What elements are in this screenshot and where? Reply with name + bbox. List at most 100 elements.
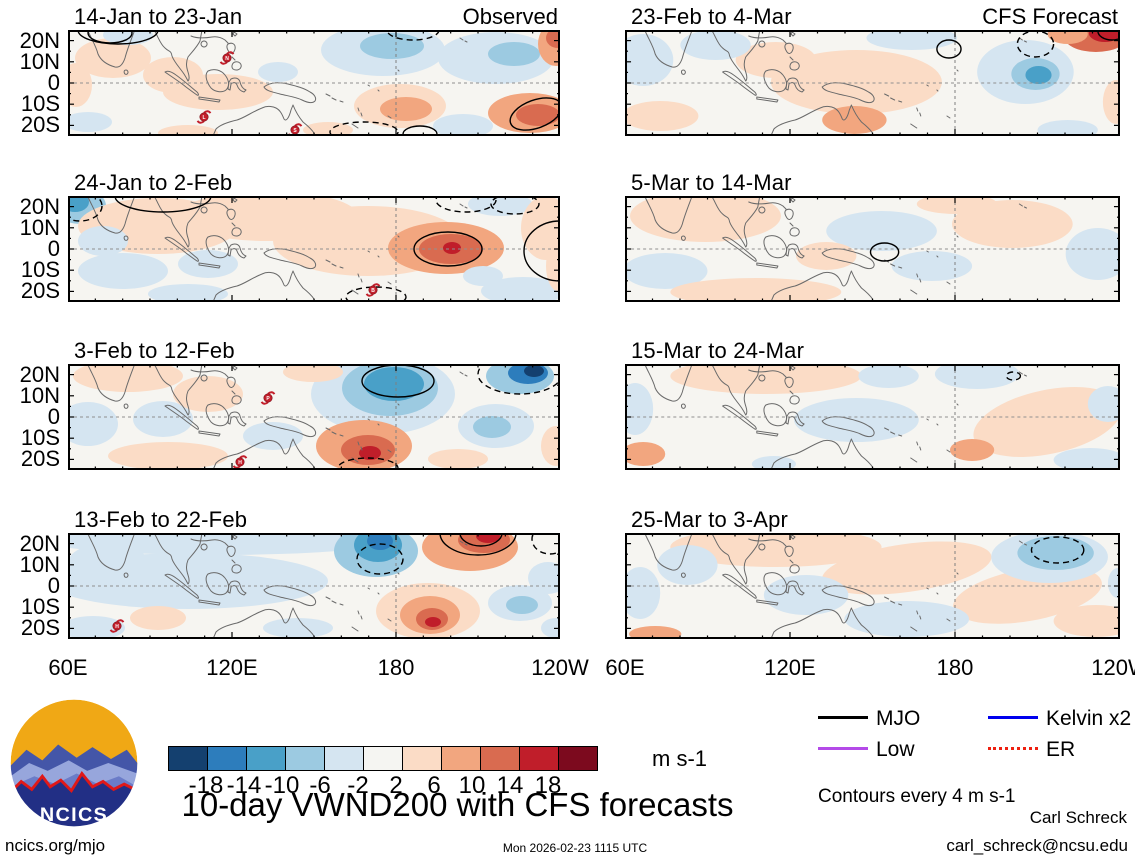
lat-axis-label: 10N	[19, 551, 60, 577]
map-canvas: H	[68, 533, 560, 639]
positive-contour	[869, 242, 900, 262]
negative-contour	[435, 196, 497, 213]
map-panel: 24-Jan to 2-Feb B	[68, 170, 560, 302]
map-canvas: PH	[68, 364, 560, 470]
coastlines	[87, 364, 468, 470]
svg-text:H: H	[238, 460, 242, 466]
map-panel: 3-Feb to 12-Feb P H	[68, 338, 560, 470]
negative-contour	[356, 543, 404, 575]
positive-contour	[439, 533, 517, 556]
colorbar-cell	[481, 747, 520, 770]
lat-axis-label: 20N	[19, 530, 60, 556]
colorbar-tick-label: -6	[309, 772, 331, 799]
positive-contour	[77, 30, 159, 45]
map-canvas	[625, 364, 1120, 470]
colorbar-cell	[325, 747, 364, 770]
legend-line-er	[988, 747, 1038, 750]
colorbar-tick-label: 2	[389, 772, 403, 799]
lat-axis-label: 10N	[19, 382, 60, 408]
map-panel: 14-Jan to 23-Jan Observed N L S	[68, 4, 560, 136]
lat-axis-label: 10S	[20, 425, 60, 451]
colorbar-tick-label: -10	[264, 772, 300, 799]
legend-line-mjo	[818, 716, 868, 719]
positive-contour	[87, 30, 133, 44]
logo-text: NCICS	[40, 804, 108, 826]
lat-axis-label: 10S	[20, 91, 60, 117]
lat-axis-label: 0	[47, 236, 60, 261]
figure-title: 10-day VWND200 with CFS forecasts	[181, 786, 734, 823]
map-panel: 23-Feb to 4-Mar CFS Forecast	[625, 4, 1120, 136]
tropical-cyclone-icon: B	[365, 283, 381, 297]
lon-axis-label: 120E	[206, 655, 258, 680]
negative-contour	[531, 533, 560, 555]
svg-text:B: B	[371, 288, 375, 294]
negative-contour	[477, 364, 560, 395]
negative-contour	[68, 196, 103, 222]
svg-text:S: S	[293, 128, 297, 134]
panel-title: 23-Feb to 4-Mar	[631, 4, 792, 29]
negative-contour	[490, 196, 540, 215]
colorbar-cell	[286, 747, 325, 770]
legend-line-kelvin-x2	[988, 716, 1038, 719]
legend-line-low	[818, 747, 868, 750]
lon-axis-label: 180	[377, 655, 415, 680]
panel-title: 14-Jan to 23-Jan	[74, 4, 243, 29]
panel-title: 25-Mar to 3-Apr	[631, 507, 789, 532]
coastlines	[644, 533, 1027, 639]
legend-label: Low	[876, 738, 915, 761]
lat-axis-label: 20S	[20, 615, 60, 641]
coastlines	[87, 30, 468, 136]
svg-text:H: H	[115, 624, 119, 630]
legend-label: MJO	[876, 707, 921, 730]
colorbar-tick-label: 14	[496, 772, 524, 799]
tropical-cyclone-icon: H	[109, 619, 125, 633]
footer-email: carl_schreck@ncsu.edu	[946, 836, 1128, 855]
coastlines	[644, 364, 1027, 470]
colorbar	[168, 746, 598, 771]
lon-axis-label: 120W	[531, 655, 589, 680]
lat-axis-label: 10N	[19, 214, 60, 240]
lat-axis-label: 20N	[19, 361, 60, 387]
coastlines	[87, 196, 468, 302]
legend-label: Kelvin x2	[1046, 707, 1132, 730]
map-canvas: N L S	[68, 30, 560, 136]
lat-axis-label: 20N	[19, 27, 60, 53]
colorbar-cell	[559, 747, 597, 770]
lat-axis-label: 0	[47, 404, 60, 429]
ncics-logo: NCICS	[8, 697, 140, 829]
positive-contour	[413, 231, 483, 267]
tropical-cyclone-icon: L	[196, 110, 212, 124]
colorbar-cell	[247, 747, 286, 770]
colorbar-cell	[520, 747, 559, 770]
contour-interval-note: Contours every 4 m s-1	[818, 786, 1016, 807]
negative-contour	[1030, 536, 1085, 564]
svg-text:N: N	[225, 56, 229, 62]
panel-title: 15-Mar to 24-Mar	[631, 338, 805, 363]
lon-axis-label: 60E	[48, 655, 88, 680]
panel-title: 13-Feb to 22-Feb	[74, 507, 248, 532]
map-canvas: B	[68, 196, 560, 302]
colorbar-cell	[403, 747, 442, 770]
positive-contour	[936, 39, 962, 59]
colorbar-tick-label: 18	[534, 772, 562, 799]
map-canvas	[625, 30, 1120, 136]
map-panel: 13-Feb to 22-Feb H	[68, 507, 560, 639]
lat-axis-label: 20N	[19, 193, 60, 219]
lat-axis-label: 20S	[20, 112, 60, 138]
map-panel: 5-Mar to 14-Mar	[625, 170, 1120, 302]
lon-axis-label: 120E	[764, 655, 816, 680]
panel-title: 3-Feb to 12-Feb	[74, 338, 235, 363]
positive-contour	[523, 220, 560, 282]
panel-title: 5-Mar to 14-Mar	[631, 170, 792, 195]
units-label: m s-1	[652, 746, 707, 771]
svg-text:P: P	[266, 396, 270, 402]
coastlines	[644, 30, 1027, 136]
positive-contour	[509, 97, 560, 131]
colorbar-cell	[442, 747, 481, 770]
colorbar-tick-label: -14	[226, 772, 262, 799]
colorbar-cell	[364, 747, 403, 770]
colorbar-cell	[208, 747, 247, 770]
coastlines	[87, 533, 468, 639]
negative-contour	[1005, 371, 1022, 381]
